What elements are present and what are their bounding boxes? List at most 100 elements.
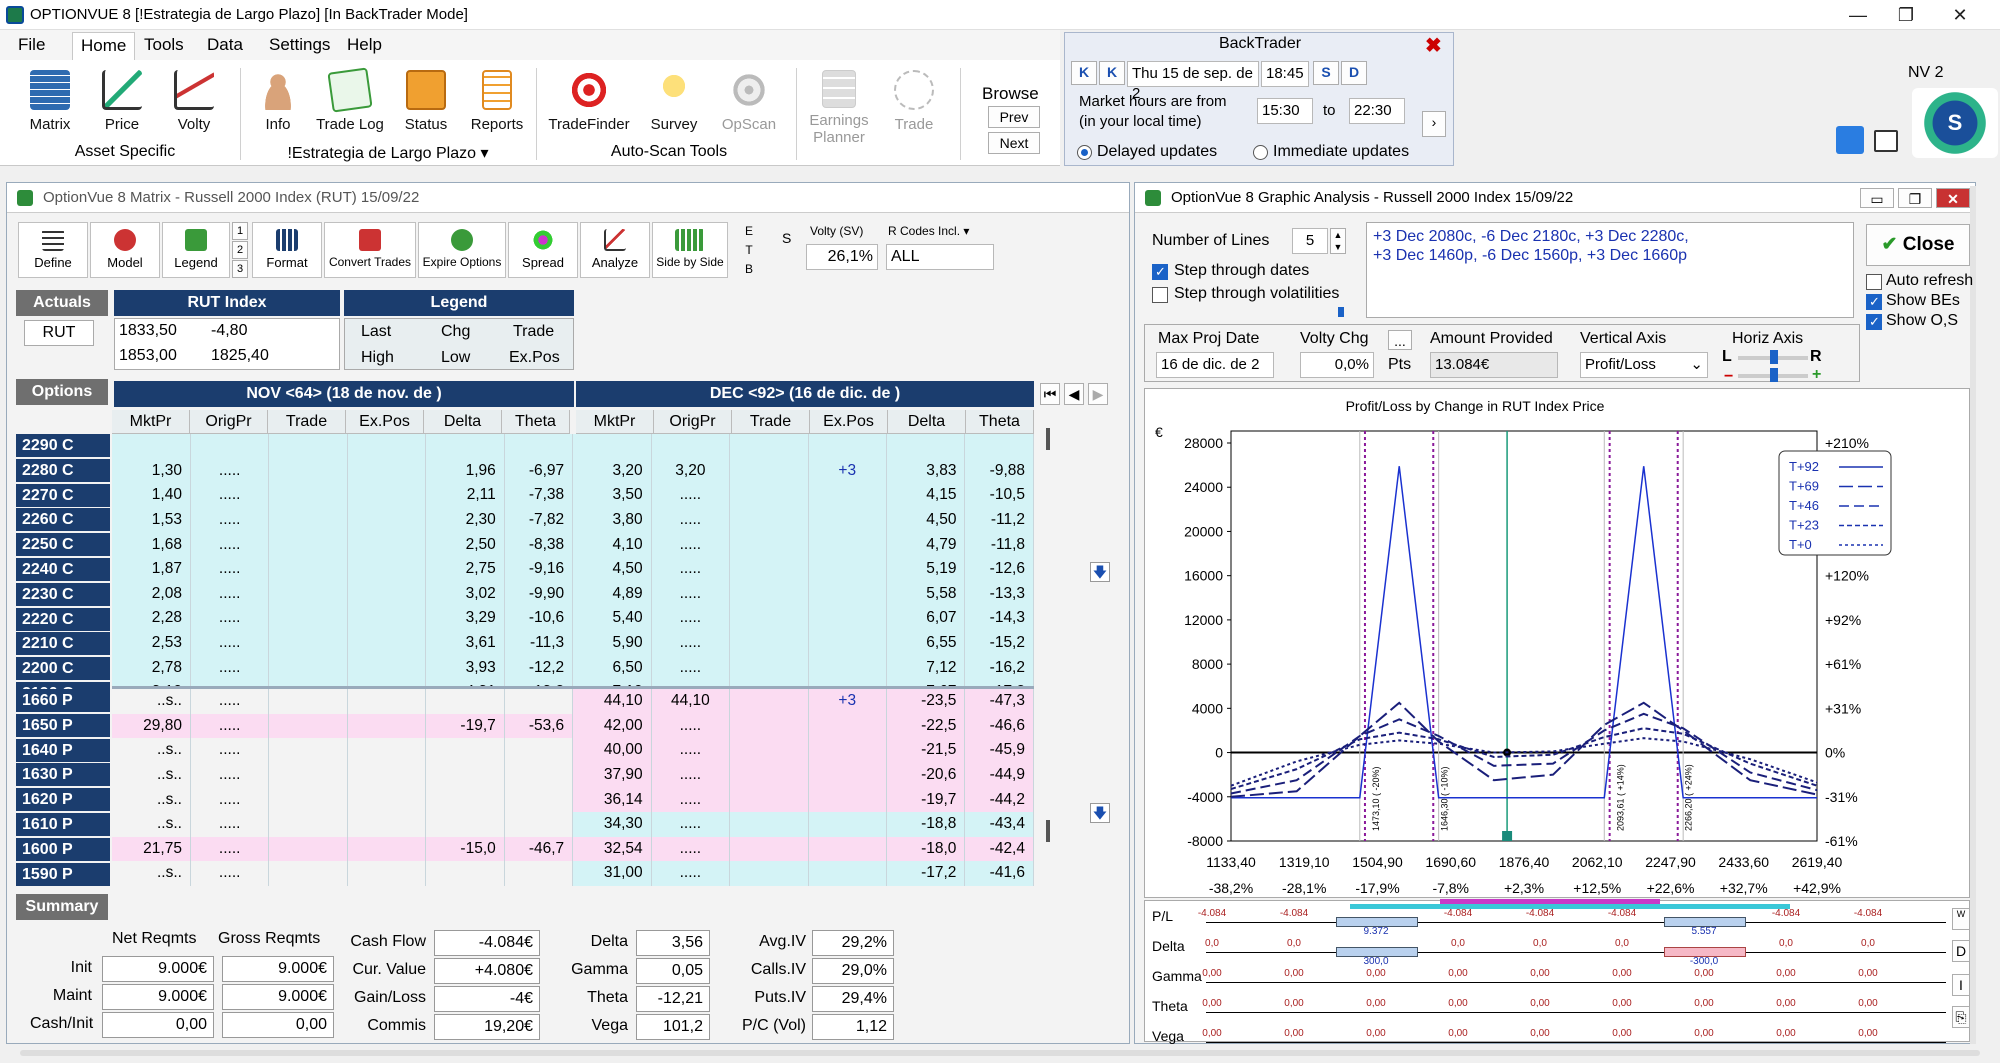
dec-cell[interactable]: -11,8 <box>964 532 1034 557</box>
nov-cell[interactable]: 1,53 <box>112 507 191 533</box>
dec-cell[interactable] <box>651 434 731 459</box>
column-header[interactable]: MktPr <box>112 410 190 434</box>
dec-cell[interactable]: -9,88 <box>964 458 1034 484</box>
strike-label[interactable]: 2230 C <box>16 582 110 606</box>
strike-label[interactable]: 1610 P <box>16 813 110 836</box>
max-proj-input[interactable]: 16 de dic. de 2 <box>1156 352 1274 378</box>
nov-cell[interactable]: -8,38 <box>504 532 574 557</box>
status-button[interactable]: Status <box>396 70 456 133</box>
dec-cell[interactable] <box>729 630 809 656</box>
dec-cell[interactable] <box>808 581 887 607</box>
nov-cell[interactable]: ..... <box>190 532 270 557</box>
table-row[interactable]: 1,30..... 1,96 -6,97 3,20 3,20 +3 3,83 -9,88 <box>112 458 1034 484</box>
vaxis-select[interactable]: Profit/Loss ⌄ <box>1580 352 1708 378</box>
nov-cell[interactable]: 1,87 <box>112 556 191 582</box>
table-row[interactable]: 2,78..... 3,93 -12,2 6,50..... 7,12 -16,2 <box>112 655 1034 680</box>
back-day-button[interactable]: K <box>1071 61 1097 85</box>
d-button[interactable]: D <box>1952 940 1970 962</box>
expire-options-button[interactable]: Expire Options <box>418 222 506 278</box>
i-button[interactable]: I <box>1952 974 1970 996</box>
legend-button[interactable]: Legend <box>162 222 230 278</box>
dec-cell[interactable]: ..... <box>651 630 731 656</box>
nov-cell[interactable] <box>425 811 505 837</box>
dec-cell[interactable]: -41,6 <box>964 861 1034 886</box>
dec-cell[interactable] <box>729 606 809 631</box>
nov-cell[interactable]: ..... <box>190 655 270 680</box>
column-header[interactable]: OrigPr <box>654 410 732 434</box>
table-row[interactable]: 2,08..... 3,02 -9,90 4,89..... 5,58 -13,3 <box>112 581 1034 607</box>
step-dates-checkbox[interactable] <box>1152 264 1168 280</box>
horizontal-scrollbar[interactable] <box>20 1050 1980 1056</box>
nov-cell[interactable] <box>347 606 427 631</box>
earnings-planner-button[interactable]: Earnings Planner <box>804 70 874 146</box>
auto-refresh-checkbox[interactable] <box>1866 274 1882 290</box>
scroll-left-icon[interactable]: ◀ <box>1064 383 1084 405</box>
s-selector[interactable]: S <box>782 230 792 246</box>
nov-cell[interactable]: ..... <box>190 581 270 607</box>
nov-cell[interactable]: -11,3 <box>504 630 574 656</box>
dec-cell[interactable] <box>808 434 887 459</box>
volty-button[interactable]: Volty <box>164 70 224 133</box>
dec-cell[interactable]: 36,14 <box>572 787 652 812</box>
nov-cell[interactable] <box>268 458 348 484</box>
vol-slider-handle[interactable] <box>1338 307 1344 317</box>
backtrader-time-input[interactable]: 18:45 <box>1261 61 1309 87</box>
nov-cell[interactable] <box>347 483 427 508</box>
nov-cell[interactable]: -9,16 <box>504 556 574 582</box>
dec-cell[interactable] <box>729 581 809 607</box>
dec-cell[interactable] <box>808 836 887 862</box>
nov-cell[interactable]: 3,93 <box>425 655 505 680</box>
table-row[interactable]: 1,87..... 2,75 -9,16 4,50..... 5,19 -12,6 <box>112 556 1034 582</box>
minimize-button[interactable]: — <box>1849 5 1867 25</box>
graph-scrollbar[interactable] <box>1970 186 1976 1044</box>
column-header[interactable]: Ex.Pos <box>810 410 888 434</box>
dec-cell[interactable]: -19,7 <box>886 787 966 812</box>
nov-cell[interactable] <box>347 581 427 607</box>
forward-step-button[interactable]: S <box>1313 61 1339 85</box>
nov-cell[interactable]: 1,96 <box>425 458 505 484</box>
nov-cell[interactable]: 1,30 <box>112 458 191 484</box>
nov-cell[interactable] <box>268 713 348 739</box>
volty-chg-input[interactable]: 0,0% <box>1300 352 1374 378</box>
nov-cell[interactable] <box>347 655 427 680</box>
table-row[interactable]: ..s....... 36,14..... -19,7 -44,2 <box>112 787 1034 812</box>
strike-label[interactable]: 2210 C <box>16 632 110 656</box>
nov-cell[interactable] <box>504 811 574 837</box>
nov-cell[interactable]: -9,90 <box>504 581 574 607</box>
table-row[interactable]: 2,53..... 3,61 -11,3 5,90..... 6,55 -15,2 <box>112 630 1034 656</box>
dec-cell[interactable] <box>808 532 887 557</box>
dec-cell[interactable] <box>808 713 887 739</box>
dec-cell[interactable]: 31,00 <box>572 861 652 886</box>
amount-input[interactable]: 13.084€ <box>1430 352 1558 378</box>
column-header[interactable]: MktPr <box>576 410 654 434</box>
dec-cell[interactable]: -43,4 <box>964 811 1034 837</box>
haxis-slider-handle-bottom[interactable] <box>1770 368 1778 382</box>
dec-cell[interactable] <box>808 606 887 631</box>
dec-cell[interactable] <box>572 434 652 459</box>
dec-cell[interactable] <box>808 630 887 656</box>
dec-cell[interactable] <box>729 507 809 533</box>
nov-cell[interactable]: 2,50 <box>425 532 505 557</box>
dec-cell[interactable]: -45,9 <box>964 738 1034 763</box>
nov-cell[interactable] <box>268 811 348 837</box>
nov-cell[interactable] <box>347 836 427 862</box>
table-row[interactable]: 1,53..... 2,30 -7,82 3,80..... 4,50 -11,2 <box>112 507 1034 533</box>
dec-cell[interactable]: 34,30 <box>572 811 652 837</box>
w-button[interactable]: W <box>1952 908 1970 930</box>
nov-cell[interactable] <box>268 532 348 557</box>
nov-cell[interactable]: ..... <box>190 836 270 862</box>
show-bes-checkbox[interactable] <box>1866 294 1882 310</box>
table-row[interactable]: ..s....... 31,00..... -17,2 -41,6 <box>112 861 1034 886</box>
opscan-button[interactable]: OpScan <box>714 70 784 133</box>
table-row[interactable]: 1,40..... 2,11 -7,38 3,50..... 4,15 -10,5 <box>112 483 1034 508</box>
dec-cell[interactable]: +3 <box>808 458 887 484</box>
nov-cell[interactable] <box>347 738 427 763</box>
dec-cell[interactable] <box>729 861 809 886</box>
menu-settings[interactable]: Settings <box>269 35 331 54</box>
table-row[interactable]: 21,75..... -15,0 -46,7 32,54..... -18,0 -42,4 <box>112 836 1034 862</box>
nov-cell[interactable]: ..s.. <box>112 861 191 886</box>
nov-cell[interactable] <box>504 434 574 459</box>
dec-cell[interactable] <box>729 458 809 484</box>
nov-cell[interactable]: 1,68 <box>112 532 191 557</box>
dec-cell[interactable]: ..... <box>651 787 731 812</box>
